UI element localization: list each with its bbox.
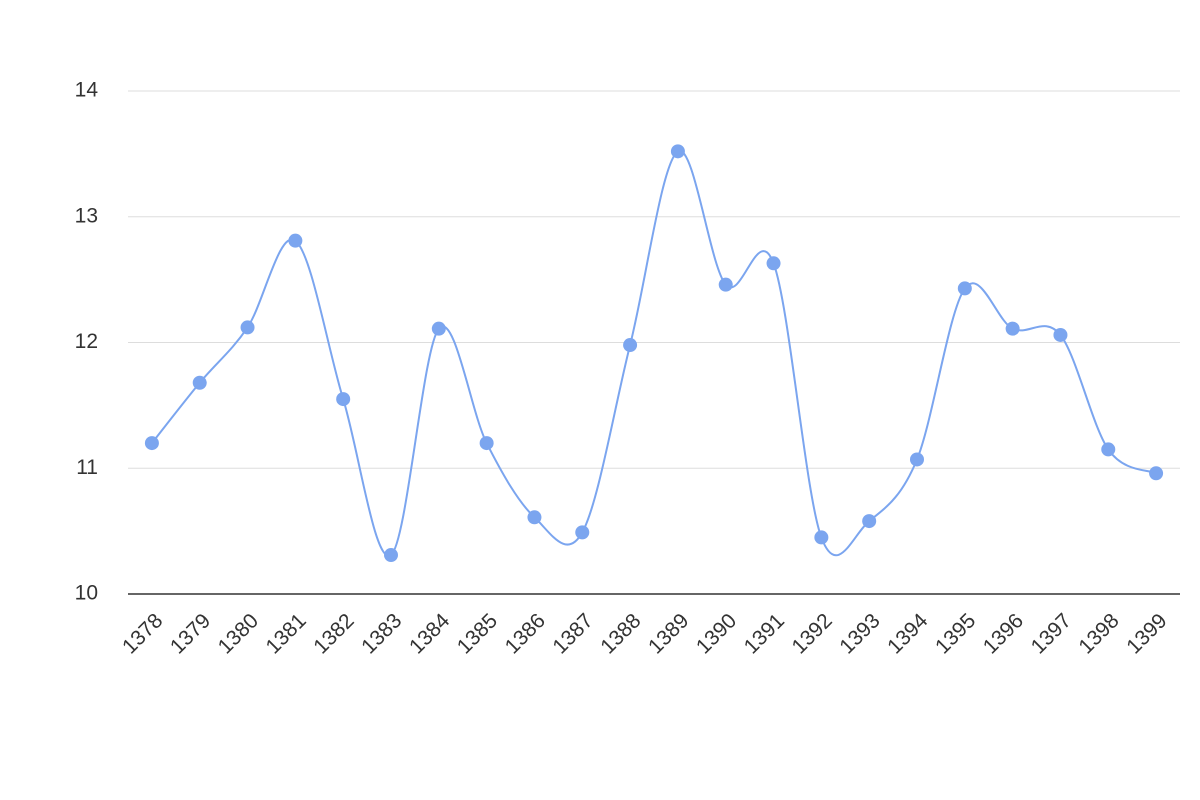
point [1101, 442, 1116, 457]
x-tick-label: 1381 [262, 609, 311, 658]
point [670, 144, 685, 159]
point [814, 530, 829, 545]
y-tick-label: 14 [75, 79, 99, 102]
point [479, 436, 494, 451]
x-tick-label: 1379 [166, 609, 215, 658]
point [766, 256, 781, 271]
x-tick-label: 1382 [309, 609, 358, 658]
point [862, 514, 877, 529]
y-tick-label: 11 [76, 456, 98, 479]
x-tick-label: 1388 [596, 609, 645, 658]
point [431, 321, 446, 336]
x-tick-label: 1391 [740, 609, 789, 658]
point [910, 452, 924, 467]
point [1149, 466, 1164, 481]
x-tick-label: 1390 [692, 609, 741, 658]
point [527, 510, 542, 525]
point [240, 320, 255, 335]
point [336, 392, 351, 407]
x-tick-label: 1397 [1027, 609, 1076, 658]
point [957, 281, 972, 296]
x-tick-label: 1378 [118, 609, 167, 658]
x-tick-label: 1394 [883, 609, 933, 659]
x-tick-label: 1399 [1122, 609, 1171, 658]
x-tick-label: 1385 [453, 609, 502, 658]
point [288, 233, 303, 248]
x-tick-label: 1387 [548, 609, 597, 658]
x-tick-label: 1380 [214, 609, 263, 658]
x-tick-label: 1383 [357, 609, 406, 658]
y-tick-label: 12 [75, 330, 98, 353]
x-tick-label: 1396 [979, 609, 1028, 658]
x-tick-label: 1398 [1074, 609, 1123, 658]
point [192, 375, 207, 390]
x-tick-label: 1384 [405, 609, 455, 659]
y-tick-label: 10 [75, 582, 98, 605]
x-tick-label: 1389 [644, 609, 693, 658]
x-tick-label: 1392 [788, 609, 837, 658]
x-tick-label: 1395 [931, 609, 980, 658]
x-tick-label: 1393 [835, 609, 884, 658]
point [1053, 327, 1068, 342]
point [575, 525, 590, 540]
point [1005, 321, 1020, 336]
line [151, 150, 1157, 557]
x-tick-label: 1386 [501, 609, 550, 658]
point [384, 548, 398, 563]
y-tick-label: 13 [75, 204, 98, 227]
point [144, 436, 159, 451]
point [623, 338, 638, 353]
point [718, 277, 733, 292]
